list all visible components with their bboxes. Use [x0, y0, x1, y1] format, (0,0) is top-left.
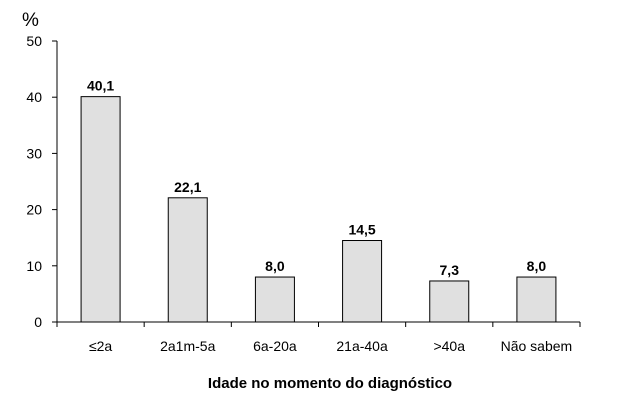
x-tick-label: >40a	[433, 338, 465, 354]
y-tick-label: 0	[34, 314, 42, 330]
data-label: 8,0	[527, 258, 547, 274]
bar	[342, 240, 383, 323]
bars: 40,1 22,1 8,0 14,5 7,3 8,0	[80, 78, 557, 323]
y-tick-label: 10	[26, 258, 42, 274]
bar	[254, 276, 295, 323]
bar	[80, 96, 121, 323]
x-axis-label: Idade no momento do diagnóstico	[208, 375, 452, 392]
bar	[516, 276, 557, 323]
data-label: 40,1	[87, 78, 114, 94]
x-tick-label: 2a1m-5a	[160, 338, 215, 354]
y-axis-ticks: 0 10 20 30 40 50	[26, 33, 58, 330]
bar	[429, 280, 470, 323]
data-label: 8,0	[265, 258, 285, 274]
data-label: 7,3	[440, 262, 460, 278]
y-tick-label: 50	[26, 33, 42, 49]
data-label: 14,5	[348, 222, 375, 238]
data-label: 22,1	[174, 179, 201, 195]
y-tick-label: 30	[26, 145, 42, 161]
x-tick-label: 21a-40a	[336, 338, 388, 354]
x-tick-label: 6a-20a	[253, 338, 297, 354]
x-tick-label: Não sabem	[501, 338, 573, 354]
y-tick-label: 40	[26, 89, 42, 105]
y-tick-label: 20	[26, 202, 42, 218]
bar	[167, 197, 208, 323]
x-axis: ≤2a 2a1m-5a 6a-20a 21a-40a >40a Não sabem	[56, 321, 581, 354]
x-tick-label: ≤2a	[89, 338, 112, 354]
y-axis-label: %	[22, 10, 39, 31]
